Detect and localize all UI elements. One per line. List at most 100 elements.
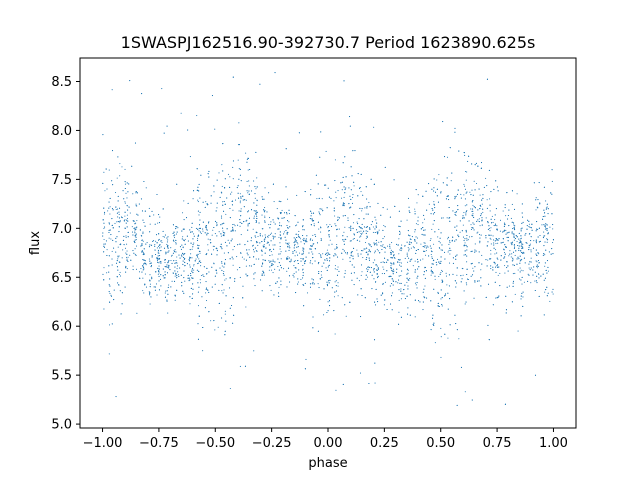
data-point xyxy=(125,222,127,224)
data-point xyxy=(449,262,451,264)
data-point xyxy=(216,224,218,226)
data-point xyxy=(494,240,496,242)
data-point xyxy=(108,284,110,286)
data-point xyxy=(520,259,522,261)
data-point xyxy=(430,300,432,302)
data-point xyxy=(150,264,153,267)
data-point xyxy=(134,236,136,238)
data-point xyxy=(167,293,169,295)
data-point xyxy=(224,310,226,312)
data-point xyxy=(310,188,312,191)
data-point xyxy=(135,236,137,238)
data-point xyxy=(495,271,497,274)
data-point xyxy=(195,227,197,230)
data-point xyxy=(249,168,251,171)
data-point xyxy=(514,254,516,257)
data-point xyxy=(274,72,276,74)
data-point xyxy=(142,231,144,233)
data-point xyxy=(377,276,379,279)
data-point xyxy=(384,281,386,283)
data-point xyxy=(255,210,257,212)
data-point xyxy=(278,228,280,230)
data-point xyxy=(366,276,369,278)
data-point xyxy=(438,247,440,249)
data-point xyxy=(244,365,247,367)
data-point xyxy=(361,228,363,230)
data-point xyxy=(123,244,125,246)
data-point xyxy=(141,210,144,212)
data-point xyxy=(374,301,376,303)
data-point xyxy=(465,231,467,233)
data-point xyxy=(229,186,231,188)
data-point xyxy=(238,178,240,180)
data-point xyxy=(479,237,481,239)
data-point xyxy=(223,270,225,273)
data-point xyxy=(196,254,198,256)
data-point xyxy=(529,269,531,271)
data-point xyxy=(263,239,265,241)
data-point xyxy=(123,235,125,238)
data-point xyxy=(537,273,540,275)
data-point xyxy=(393,257,396,259)
data-point xyxy=(424,297,426,299)
data-point xyxy=(238,210,240,212)
data-point xyxy=(116,208,119,210)
data-point xyxy=(261,214,263,216)
data-point xyxy=(537,207,539,209)
data-point xyxy=(237,159,239,161)
data-point xyxy=(536,261,538,263)
data-point xyxy=(546,241,548,243)
data-point xyxy=(522,221,524,223)
data-point xyxy=(381,245,383,247)
data-point xyxy=(408,257,410,259)
data-point xyxy=(516,258,518,260)
data-point xyxy=(232,224,234,226)
data-point xyxy=(257,244,259,247)
data-point xyxy=(414,240,416,242)
data-point xyxy=(106,272,108,274)
data-point xyxy=(191,269,193,271)
data-point xyxy=(490,249,492,251)
data-point xyxy=(325,267,327,269)
data-point xyxy=(358,280,360,282)
data-point xyxy=(416,287,418,289)
data-point xyxy=(545,200,547,202)
data-point xyxy=(183,257,185,259)
data-point xyxy=(543,209,545,211)
data-point xyxy=(311,278,313,280)
data-point xyxy=(183,240,185,242)
data-point xyxy=(156,259,159,261)
data-point xyxy=(398,238,400,240)
data-point xyxy=(157,258,159,260)
data-point xyxy=(547,266,549,268)
data-point xyxy=(125,265,127,268)
data-point xyxy=(111,224,113,226)
data-point xyxy=(216,179,218,181)
data-point xyxy=(321,276,323,278)
data-point xyxy=(180,274,182,276)
data-point xyxy=(229,307,231,309)
data-point xyxy=(410,247,412,249)
data-point xyxy=(472,200,474,202)
data-point xyxy=(507,240,509,242)
data-point xyxy=(280,238,282,240)
data-point xyxy=(142,265,144,267)
data-point xyxy=(263,211,265,213)
data-point xyxy=(547,213,549,215)
data-point xyxy=(349,257,351,259)
data-point xyxy=(144,283,146,285)
data-point xyxy=(374,252,376,254)
data-point xyxy=(302,239,305,242)
data-point xyxy=(486,199,488,201)
data-point xyxy=(462,224,464,226)
data-point xyxy=(225,213,227,215)
data-point xyxy=(257,241,259,243)
data-point xyxy=(544,228,547,230)
data-point xyxy=(165,290,167,292)
data-point xyxy=(243,258,245,260)
data-point xyxy=(253,251,255,253)
data-point xyxy=(433,259,435,261)
data-point xyxy=(317,330,319,332)
data-point xyxy=(296,241,298,244)
data-point xyxy=(536,264,538,266)
